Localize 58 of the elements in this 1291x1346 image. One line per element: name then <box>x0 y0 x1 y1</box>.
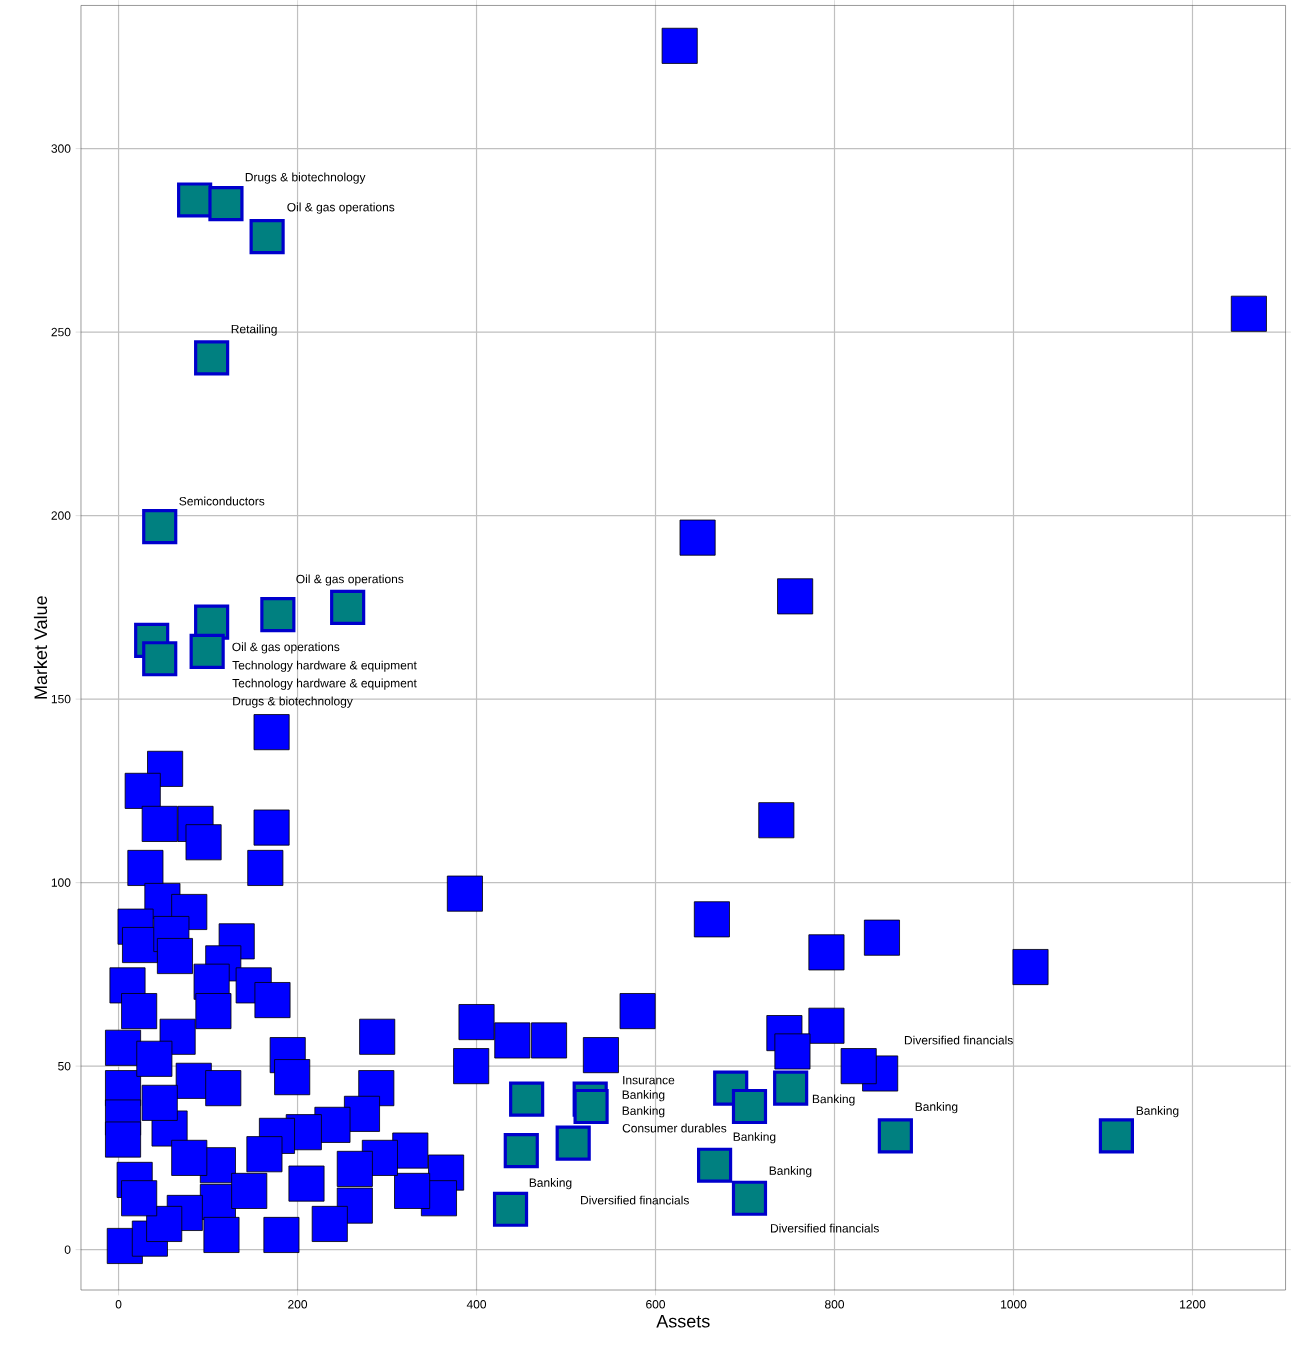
point <box>189 633 225 669</box>
annotation: Banking <box>529 1178 572 1190</box>
annotation: Oil & gas operations <box>287 202 395 214</box>
x-tick-label: 1000 <box>1001 1300 1027 1309</box>
annotation: Insurance <box>623 1075 675 1085</box>
point <box>177 182 213 218</box>
annotation: Drugs & biotechnology <box>245 172 366 184</box>
annotation: Banking <box>915 1102 958 1114</box>
annotation: Semiconductors <box>179 496 265 506</box>
point <box>208 186 244 222</box>
x-tick-label: 800 <box>825 1300 845 1309</box>
annotation: Technology hardware & equipment <box>232 678 417 690</box>
annotation: Diversified financials <box>770 1223 879 1233</box>
point <box>260 597 296 633</box>
point <box>731 1088 768 1125</box>
point <box>330 589 366 625</box>
point <box>573 1088 609 1125</box>
y-tick-label: 300 <box>51 144 71 153</box>
y-tick-label: 100 <box>51 878 71 887</box>
annotation: Oil & gas operations <box>296 574 404 586</box>
point <box>877 1118 913 1154</box>
x-tick-label: 600 <box>646 1300 666 1309</box>
point <box>492 1191 529 1227</box>
x-tick-label: 200 <box>288 1300 308 1309</box>
x-tick-label: 0 <box>115 1300 122 1309</box>
y-tick-label: 150 <box>51 694 71 704</box>
point <box>773 1070 809 1106</box>
point <box>696 1147 733 1183</box>
annotation: Banking <box>812 1094 855 1106</box>
y-tick-label: 0 <box>64 1245 71 1254</box>
point <box>509 1081 545 1117</box>
point <box>555 1125 591 1161</box>
annotation: Technology hardware & equipment <box>232 660 417 672</box>
annotation: Banking <box>1136 1106 1179 1118</box>
annotation: Banking <box>733 1132 776 1144</box>
y-tick-label: 200 <box>51 511 71 520</box>
annotation: Consumer durables <box>622 1123 727 1133</box>
point <box>1098 1118 1135 1154</box>
annotation: Diversified financials <box>581 1195 689 1205</box>
y-tick-label: 50 <box>58 1061 71 1071</box>
point <box>142 509 178 545</box>
x-tick-label: 400 <box>466 1300 487 1309</box>
annotation: Diversified financials <box>904 1035 1013 1045</box>
annotation: Banking <box>769 1166 812 1178</box>
point <box>249 219 285 255</box>
annotation: Drugs & biotechnology <box>233 696 353 708</box>
y-axis-title: Market Value <box>33 596 48 699</box>
annotation: Oil & gas operations <box>232 642 340 654</box>
point <box>194 340 230 376</box>
y-tick-label: 250 <box>51 327 71 337</box>
point <box>731 1180 768 1216</box>
annotation: Retailing <box>231 324 277 336</box>
x-axis-title: Assets <box>656 1315 710 1328</box>
annotation: Banking <box>622 1106 665 1118</box>
point <box>142 641 178 677</box>
x-tick-label: 1200 <box>1180 1300 1206 1309</box>
annotation: Banking <box>622 1090 665 1102</box>
point <box>503 1132 539 1169</box>
